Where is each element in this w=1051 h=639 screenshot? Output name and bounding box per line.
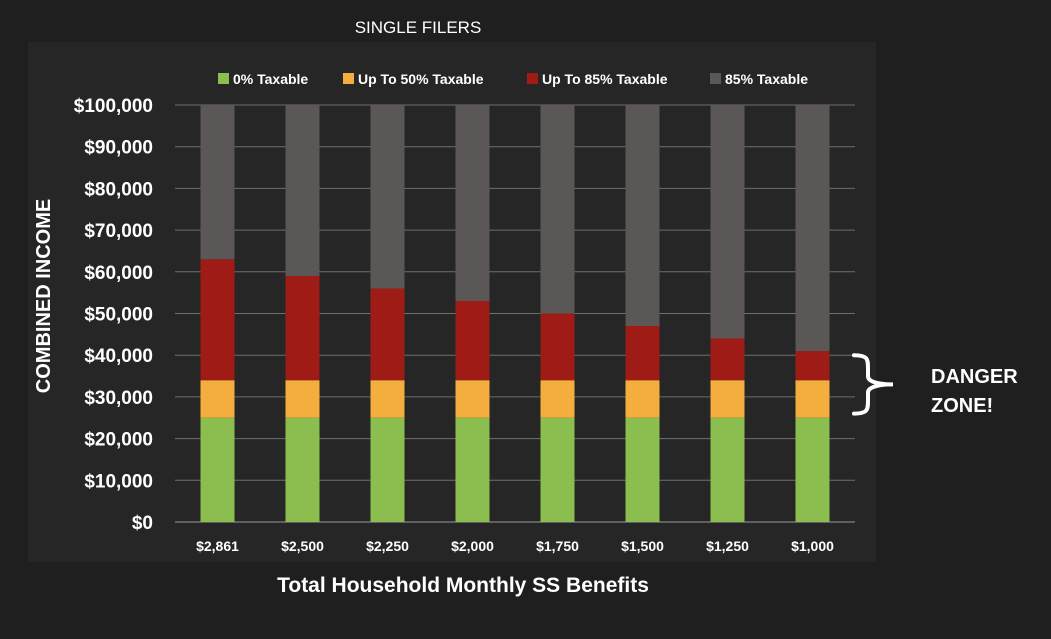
y-tick-label: $90,000 — [84, 138, 153, 159]
danger-zone-label: ZONE! — [931, 395, 993, 417]
x-axis-label: Total Household Monthly SS Benefits — [277, 574, 649, 597]
y-axis-label: COMBINED INCOME — [33, 199, 55, 393]
legend-swatch — [343, 73, 354, 84]
bar-segment — [625, 326, 660, 381]
danger-zone-label: DANGER — [931, 366, 1018, 388]
bar-segment — [795, 380, 830, 418]
bars — [200, 105, 830, 522]
y-tick-label: $80,000 — [84, 179, 153, 200]
y-tick-label: $70,000 — [84, 221, 153, 242]
bar-segment — [200, 380, 235, 418]
y-tick-label: $100,000 — [74, 96, 153, 117]
x-tick-label: $2,500 — [281, 538, 324, 554]
x-tick-label: $1,000 — [791, 538, 834, 554]
bar-segment — [455, 380, 490, 418]
y-tick-label: $0 — [132, 513, 153, 534]
bar-segment — [370, 288, 405, 381]
plot-area-background — [28, 42, 876, 562]
y-tick-label: $60,000 — [84, 263, 153, 284]
legend-swatch — [710, 73, 721, 84]
legend-label: Up To 50% Taxable — [358, 71, 484, 87]
x-tick-label: $2,250 — [366, 538, 409, 554]
danger-zone-bracket — [852, 353, 894, 416]
bar-segment — [795, 105, 830, 352]
x-axis-tick-labels: $2,861 $2,500 $2,250 $2,000 $1,750 $1,500 $1,2… — [196, 538, 834, 554]
legend-label: 85% Taxable — [725, 71, 808, 87]
bar-segment — [625, 105, 660, 327]
bar-segment — [710, 417, 745, 522]
y-tick-label: $30,000 — [84, 388, 153, 409]
chart-title: SINGLE FILERS — [355, 18, 482, 37]
bar-segment — [710, 338, 745, 381]
x-tick-label: $1,500 — [621, 538, 664, 554]
bar-segment — [455, 105, 490, 301]
bar-segment — [370, 105, 405, 289]
y-tick-label: $50,000 — [84, 305, 153, 326]
bar-segment — [625, 380, 660, 418]
y-tick-label: $20,000 — [84, 430, 153, 451]
x-tick-label: $1,750 — [536, 538, 579, 554]
bar-segment — [625, 417, 660, 522]
legend: 0% Taxable Up To 50% Taxable Up To 85% Tax… — [218, 71, 808, 87]
legend-label: 0% Taxable — [233, 71, 308, 87]
bar-segment — [285, 275, 320, 381]
bar-segment — [710, 380, 745, 418]
legend-label: Up To 85% Taxable — [542, 71, 668, 87]
bar-segment — [285, 417, 320, 522]
bar-segment — [370, 380, 405, 418]
bar-segment — [200, 417, 235, 522]
bar-segment — [540, 313, 575, 381]
bar-segment — [540, 417, 575, 522]
legend-swatch — [527, 73, 538, 84]
bar-segment — [285, 105, 320, 276]
bar-segment — [795, 417, 830, 522]
bar-segment — [540, 105, 575, 314]
y-tick-label: $40,000 — [84, 346, 153, 367]
bar-segment — [455, 417, 490, 522]
y-tick-label: $10,000 — [84, 471, 153, 492]
bar-segment — [200, 105, 235, 260]
bar-segment — [370, 417, 405, 522]
x-tick-label: $2,000 — [451, 538, 494, 554]
danger-zone-annotation: DANGER ZONE! — [852, 353, 1018, 417]
x-tick-label: $2,861 — [196, 538, 239, 554]
x-tick-label: $1,250 — [706, 538, 749, 554]
y-axis-tick-labels: $0 $10,000 $20,000 $30,000 $40,000 $50,000 $60… — [74, 96, 153, 534]
bar-segment — [285, 380, 320, 418]
bar-segment — [795, 351, 830, 381]
bar-segment — [710, 105, 745, 339]
bar-segment — [540, 380, 575, 418]
bar-segment — [455, 300, 490, 381]
bar-segment — [200, 259, 235, 381]
legend-swatch — [218, 73, 229, 84]
